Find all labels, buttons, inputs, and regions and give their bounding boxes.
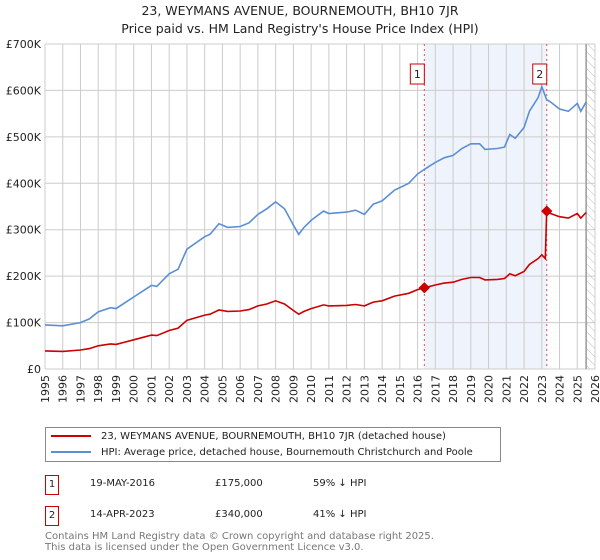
x-tick-label: 2021 [500,375,513,403]
price-chart: 1995 1996 1997 1998 1999 2000 2001 2002 2003 2004… [6,38,600,403]
sale-point-marker [418,282,430,294]
sale-date: 14-APR-2023 [90,509,155,520]
sale-point-marker [541,205,553,217]
legend-label-hpi: HPI: Average price, detached house, Bour… [101,446,473,458]
x-tick-label: 2000 [128,375,141,403]
x-tick-label: 2019 [465,375,478,403]
x-tick-label: 1999 [110,375,123,403]
sale-annotation-box [409,63,425,85]
x-tick-label: 2012 [341,375,354,403]
x-tick-label: 2024 [554,375,567,403]
chart-subtitle: Price paid vs. HM Land Registry's House … [121,21,479,36]
sale-hpi-diff: 59% ↓ HPI [313,478,367,489]
y-tick-label: £400K [6,177,42,190]
blue-line-swatch [51,451,91,453]
chart-title: 23, WEYMANS AVENUE, BOURNEMOUTH, BH10 7J… [141,3,459,18]
property-series-line [44,209,587,353]
x-tick-label: 2015 [394,375,407,403]
sale-price: £175,000 [215,478,263,489]
legend-item-property: 23, WEYMANS AVENUE, BOURNEMOUTH, BH10 7J… [46,428,500,444]
x-tick-label: 2016 [412,375,425,403]
footer-licence: This data is licensed under the Open Gov… [45,542,364,553]
y-tick-label: £100K [6,317,42,330]
y-tick-label: £200K [6,270,42,283]
sale-marker-label: 1 [45,475,59,495]
sale-annotation-label: 1 [414,68,421,81]
x-tick-label: 1998 [92,375,105,403]
x-tick-label: 2013 [358,375,371,403]
x-tick-label: 2014 [376,375,389,403]
x-tick-label: 2003 [181,375,194,403]
y-tick-label: £500K [6,131,42,144]
x-tick-label: 2026 [589,375,600,403]
sale-price: £340,000 [215,509,263,520]
x-tick-label: 1995 [39,375,52,403]
y-tick-label: £300K [6,224,42,237]
y-tick-label: £600K [6,84,42,97]
x-tick-label: 1997 [74,375,87,403]
sale-annotation-label: 2 [536,68,543,81]
x-tick-label: 2010 [305,375,318,403]
footer: Contains HM Land Registry data © Crown c… [45,531,434,553]
x-tick-label: 2022 [518,375,531,403]
x-tick-label: 2020 [483,375,496,403]
x-tick-label: 2009 [287,375,300,403]
x-tick-label: 2011 [323,375,336,403]
x-tick-label: 1996 [57,375,70,403]
x-tick-label: 2006 [234,375,247,403]
x-tick-label: 2001 [145,375,158,403]
red-line-swatch [51,435,91,437]
legend-label-property: 23, WEYMANS AVENUE, BOURNEMOUTH, BH10 7J… [101,430,446,442]
x-tick-label: 2005 [216,375,229,403]
sale-marker-label: 2 [45,506,59,526]
x-tick-label: 2007 [252,375,265,403]
x-tick-label: 2002 [163,375,176,403]
x-tick-label: 2025 [571,375,584,403]
y-tick-label: £700K [6,38,42,51]
legend-item-hpi: HPI: Average price, detached house, Bour… [46,444,500,460]
sale-annotation-box [532,63,548,85]
hpi-series-line [44,84,587,327]
sale-date: 19-MAY-2016 [90,478,156,489]
shaded-ownership-period [424,44,547,369]
sale-hpi-diff: 41% ↓ HPI [313,509,367,520]
future-hatch-area [586,44,595,369]
x-tick-label: 2004 [199,375,212,403]
x-tick-label: 2008 [270,375,283,403]
y-tick-label: £0 [27,363,41,376]
x-tick-label: 2023 [536,375,549,403]
x-tick-label: 2018 [447,375,460,403]
x-tick-label: 2017 [429,375,442,403]
legend: 23, WEYMANS AVENUE, BOURNEMOUTH, BH10 7J… [45,427,501,462]
footer-copyright: Contains HM Land Registry data © Crown c… [45,531,434,542]
